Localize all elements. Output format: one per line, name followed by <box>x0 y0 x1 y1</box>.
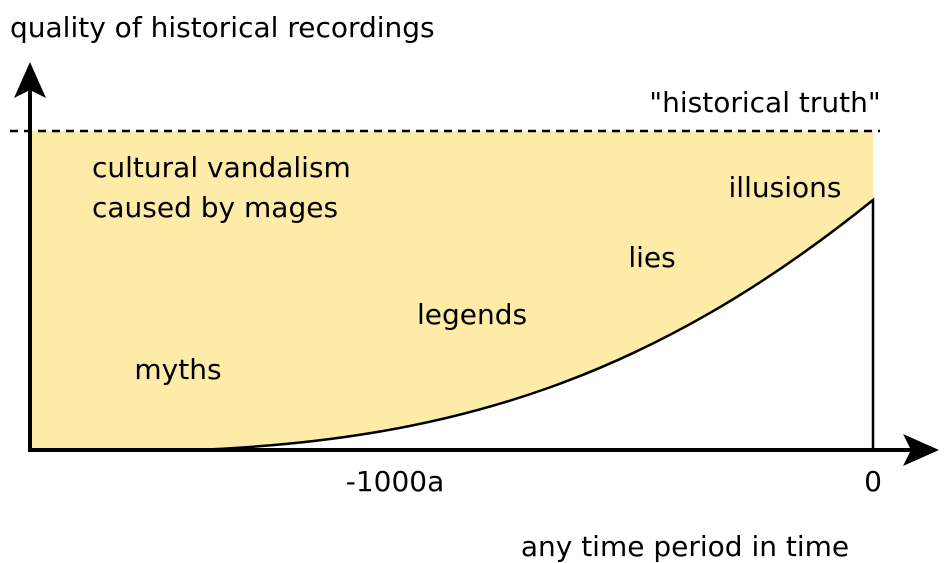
stage-label: myths <box>134 353 221 386</box>
x-tick-label: 0 <box>864 465 882 498</box>
quality-curve <box>194 197 875 452</box>
y-axis-label: quality of historical recordings <box>10 11 435 44</box>
region-label: caused by mages <box>92 191 338 224</box>
vandalism-region <box>30 131 873 450</box>
stage-label: lies <box>628 241 675 274</box>
region-label: cultural vandalism <box>92 151 351 184</box>
x-axis-label: any time period in time <box>521 530 849 563</box>
x-tick-label: -1000a <box>346 465 445 498</box>
stage-label: legends <box>417 298 527 331</box>
stage-label: illusions <box>729 171 842 204</box>
truth-label: "historical truth" <box>649 86 880 119</box>
